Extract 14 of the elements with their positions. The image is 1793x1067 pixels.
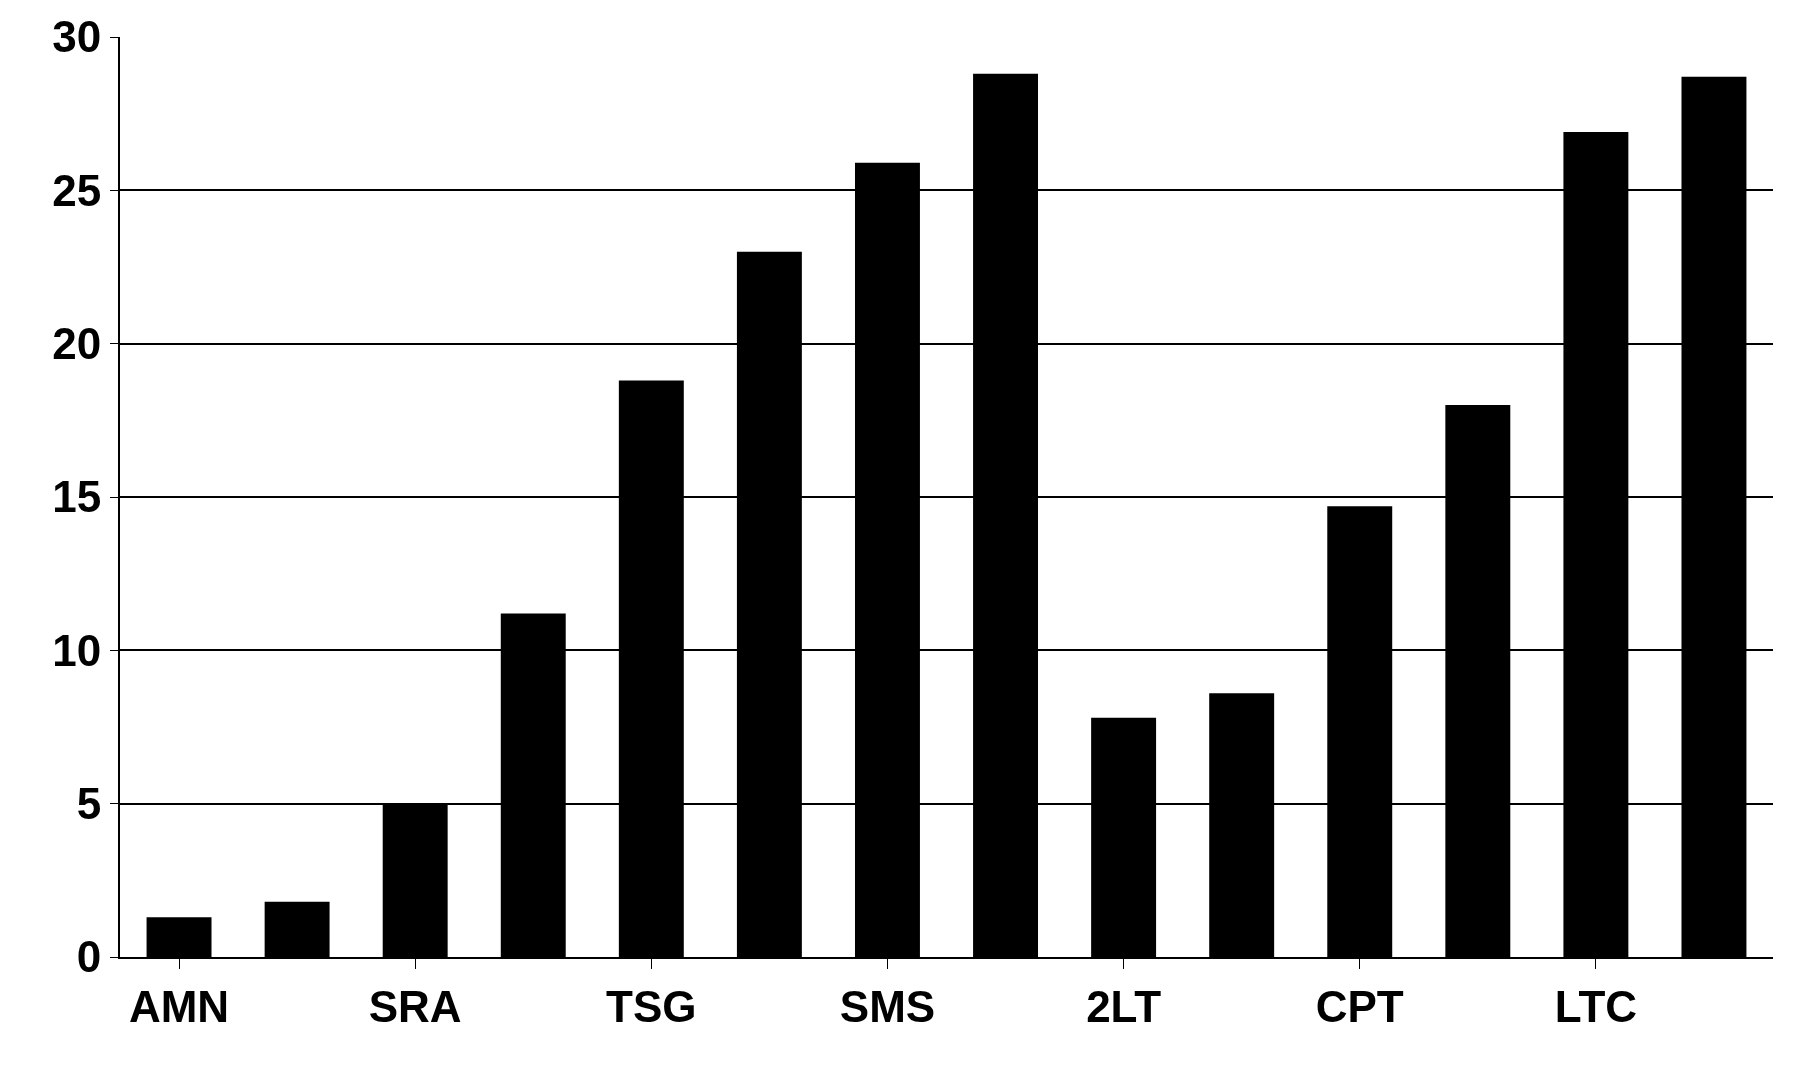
y-tick-label: 25	[52, 165, 102, 215]
x-tick-label: CPT	[1315, 981, 1404, 1031]
x-tick-label: TSG	[606, 981, 697, 1031]
y-tick-label: 20	[52, 319, 102, 369]
y-tick-label: 5	[76, 779, 102, 829]
x-tick-label: SMS	[839, 981, 936, 1031]
x-tick-label: AMN	[128, 981, 230, 1031]
y-tick-label: 10	[52, 625, 102, 675]
x-tick-label: 2LT	[1086, 981, 1162, 1031]
x-tick-label: LTC	[1554, 981, 1638, 1031]
x-tick-label: SRA	[368, 981, 462, 1031]
y-tick-label: 30	[52, 12, 102, 62]
y-tick-label: 15	[52, 472, 102, 522]
y-tick-label: 0	[76, 932, 102, 982]
